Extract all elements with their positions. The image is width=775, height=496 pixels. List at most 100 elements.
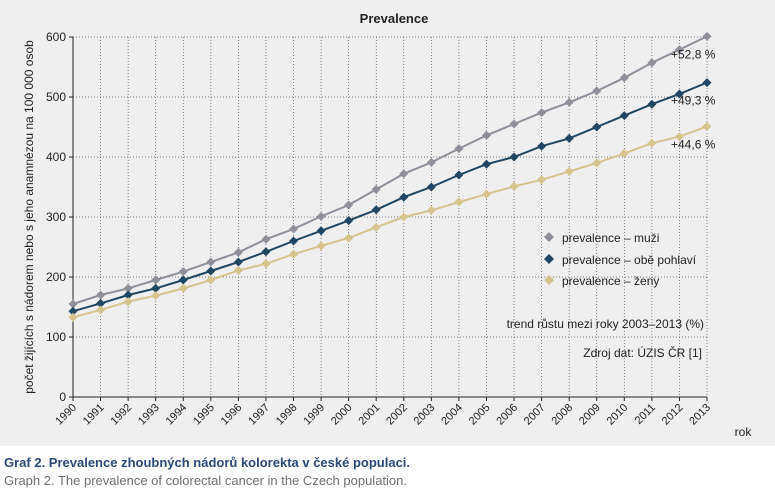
series-end-label: +49,3 %: [671, 94, 716, 108]
legend-label-muzi: prevalence – muži: [562, 231, 659, 245]
data-point-marker: [537, 141, 547, 151]
data-point-marker: [509, 152, 519, 162]
data-point-marker: [564, 166, 574, 176]
caption-english: Graph 2. The prevalence of colorectal ca…: [4, 473, 407, 488]
x-tick-label: 1990: [53, 402, 79, 428]
data-point-marker: [96, 290, 106, 300]
data-point-marker: [509, 119, 519, 129]
x-tick-label: 2004: [439, 402, 465, 428]
data-point-marker: [426, 157, 436, 167]
x-tick-label: 2001: [357, 402, 383, 428]
data-point-marker: [289, 249, 299, 259]
data-point-marker: [344, 200, 354, 210]
data-point-marker: [151, 275, 161, 285]
data-point-marker: [178, 267, 188, 277]
data-point-marker: [674, 132, 684, 142]
x-tick-label: 2002: [384, 402, 410, 428]
data-point-marker: [426, 182, 436, 192]
data-point-marker: [316, 211, 326, 221]
legend-marker-muzi: [544, 232, 554, 242]
x-tick-label: 1992: [108, 402, 134, 428]
legend-marker-zeny: [544, 275, 554, 285]
x-tick-label: 1994: [164, 402, 190, 428]
x-tick-label: 1999: [301, 402, 327, 428]
chart-panel: 0 100 200 300 400 500 600 1990 1991 1992 1993 1994 1…: [0, 0, 775, 446]
x-tick-label: 1991: [81, 402, 107, 428]
series-line-0: [72, 35, 708, 305]
data-point-marker: [454, 197, 464, 207]
data-point-marker: [261, 234, 271, 244]
y-tick-label: 100: [46, 330, 66, 344]
trend-note: trend růstu mezi roky 2003–2013 (%): [507, 317, 704, 331]
data-point-marker: [316, 241, 326, 251]
data-point-marker: [399, 192, 409, 202]
data-point-marker: [96, 305, 106, 315]
series-line-1: [72, 81, 708, 313]
data-point-marker: [481, 159, 491, 169]
y-tick-label: 300: [46, 210, 66, 224]
data-point-marker: [123, 297, 133, 307]
x-tick-label: 2011: [633, 402, 658, 427]
data-point-marker: [592, 158, 602, 168]
data-point-marker: [399, 169, 409, 179]
x-tick-label: 1998: [274, 402, 300, 428]
x-tick-label: 2013: [687, 402, 713, 428]
data-point-marker: [68, 306, 78, 316]
data-point-marker: [316, 226, 326, 236]
data-point-marker: [592, 86, 602, 96]
data-point-marker: [233, 265, 243, 275]
x-tick-label: 2007: [522, 402, 548, 428]
data-point-marker: [151, 291, 161, 301]
data-point-marker: [647, 58, 657, 68]
data-point-marker: [344, 233, 354, 243]
data-point-marker: [261, 259, 271, 269]
y-axis-label: počet žijících s nádorem nebo s jeho ana…: [22, 40, 36, 394]
y-tick-label: 200: [46, 270, 66, 284]
x-tick-label: 2005: [467, 402, 493, 428]
data-point-marker: [619, 148, 629, 158]
data-point-marker: [426, 205, 436, 215]
data-point-marker: [564, 133, 574, 143]
data-point-marker: [206, 275, 216, 285]
y-tick-label: 0: [59, 390, 66, 404]
data-point-marker: [399, 212, 409, 222]
legend-label-zeny: prevalence – ženy: [562, 274, 659, 288]
x-tick-label: 1996: [219, 402, 245, 428]
data-point-marker: [233, 257, 243, 267]
data-point-marker: [454, 170, 464, 180]
x-tick-label: 1997: [246, 402, 272, 428]
x-tick-label: 2008: [549, 402, 575, 428]
data-point-marker: [178, 275, 188, 285]
data-point-marker: [178, 283, 188, 293]
series-end-label: +52,8 %: [671, 47, 716, 61]
data-point-marker: [702, 31, 712, 41]
y-tick-label: 500: [46, 90, 66, 104]
data-point-marker: [702, 78, 712, 88]
source-note: Zdroj dat: ÚZIS ČR [1]: [583, 345, 702, 360]
data-point-marker: [371, 184, 381, 194]
data-point-marker: [123, 283, 133, 293]
data-point-marker: [619, 73, 629, 83]
y-tick-label: 400: [46, 150, 66, 164]
x-tick-label: 2006: [494, 402, 520, 428]
data-point-marker: [68, 299, 78, 309]
chart-title: Prevalence: [360, 11, 429, 26]
x-tick-label: 1993: [136, 402, 162, 428]
legend: prevalence – muži prevalence – obě pohla…: [544, 231, 697, 288]
x-tick-label: 2010: [605, 402, 631, 428]
series-line-2: [72, 125, 708, 319]
data-point-marker: [233, 247, 243, 257]
data-point-marker: [206, 257, 216, 267]
data-point-marker: [619, 111, 629, 121]
legend-label-obe-pohlavi: prevalence – obě pohlaví: [562, 253, 697, 267]
x-tick-label: 2000: [329, 402, 355, 428]
data-point-marker: [647, 99, 657, 109]
data-point-marker: [289, 236, 299, 246]
x-tick-label: 1995: [191, 402, 217, 428]
data-point-marker: [674, 45, 684, 55]
x-axis-label: rok: [735, 425, 753, 439]
data-point-marker: [261, 247, 271, 257]
data-point-marker: [289, 224, 299, 234]
data-point-marker: [537, 175, 547, 185]
